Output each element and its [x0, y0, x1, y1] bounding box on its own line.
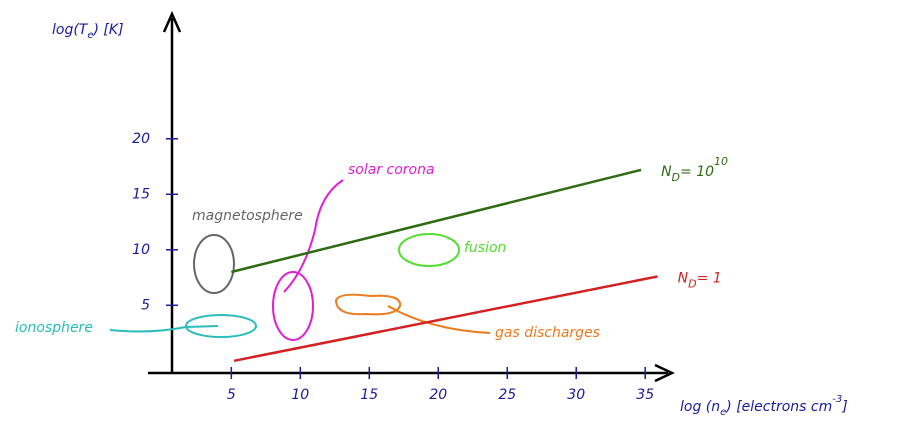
gas-pointer — [387, 305, 491, 334]
label-rest: = 10 — [680, 164, 714, 180]
label-sub: D — [688, 277, 696, 290]
annotation: magnetosphere — [192, 208, 303, 224]
gas-blob — [334, 293, 402, 316]
corona-blob — [272, 271, 314, 341]
x-tick-label: 35 — [636, 387, 654, 403]
fusion-blob — [398, 233, 460, 267]
y-tick-label: 20 — [132, 131, 150, 147]
x-label: log (ne) [electrons cm-3] — [680, 394, 848, 418]
y-tick-label: 10 — [132, 242, 150, 258]
label-sub: D — [672, 171, 680, 184]
y-arrow — [162, 10, 182, 33]
label-rest: = 1 — [697, 270, 722, 286]
series-line — [233, 275, 658, 363]
magnetosphere-blob — [193, 234, 235, 294]
series-line — [231, 168, 642, 274]
y-tick-label: 15 — [132, 186, 150, 202]
x-tick-label: 5 — [227, 387, 236, 403]
y-tick-label: 5 — [141, 297, 150, 313]
label-sup: 10 — [714, 155, 728, 168]
series-label: ND= 1 — [678, 270, 722, 290]
corona-pointer — [283, 179, 344, 293]
series-label: ND= 1010 — [661, 155, 728, 184]
x-tick-label: 25 — [498, 387, 516, 403]
annotation: solar corona — [348, 162, 435, 178]
x-tick-label: 20 — [429, 387, 447, 403]
annotation: gas discharges — [495, 325, 600, 341]
x-arrow — [654, 363, 675, 383]
x-tick-label: 30 — [567, 387, 585, 403]
annotation: ionosphere — [15, 320, 93, 336]
label-main: N — [678, 270, 689, 286]
annotation: fusion — [464, 240, 506, 256]
ionosphere-pointer — [109, 325, 219, 333]
y-label: log(Te) [K] — [52, 22, 124, 41]
label-main: N — [661, 164, 672, 180]
x-tick-label: 10 — [291, 387, 309, 403]
x-tick-label: 15 — [360, 387, 378, 403]
